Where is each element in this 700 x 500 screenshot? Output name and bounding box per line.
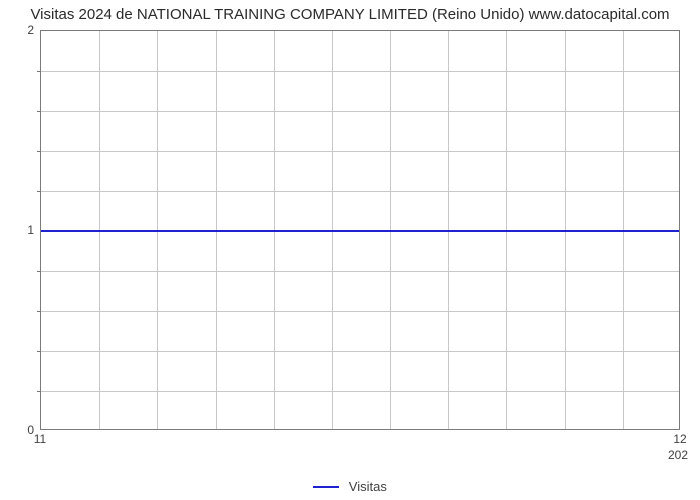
chart-title: Visitas 2024 de NATIONAL TRAINING COMPAN…: [0, 6, 700, 23]
gridline-horizontal: [41, 271, 679, 272]
y-minor-tick: [37, 351, 41, 352]
legend: Visitas: [0, 478, 700, 494]
gridline-horizontal: [41, 71, 679, 72]
gridline-horizontal: [41, 391, 679, 392]
x-tick-label-right: 12: [673, 432, 686, 446]
y-minor-tick: [37, 271, 41, 272]
x-lower-right-label: 202: [668, 448, 688, 462]
y-tick-label: 2: [0, 23, 34, 37]
y-minor-tick: [37, 391, 41, 392]
gridline-horizontal: [41, 151, 679, 152]
plot-area: [40, 30, 680, 430]
gridline-horizontal: [41, 191, 679, 192]
y-tick-label: 0: [0, 423, 34, 437]
chart-container: Visitas 2024 de NATIONAL TRAINING COMPAN…: [0, 0, 700, 500]
gridline-horizontal: [41, 311, 679, 312]
series-line-visitas: [41, 230, 679, 232]
legend-label: Visitas: [349, 479, 387, 494]
y-minor-tick: [37, 111, 41, 112]
y-tick-label: 1: [0, 223, 34, 237]
legend-swatch: [313, 486, 339, 488]
y-minor-tick: [37, 191, 41, 192]
gridline-horizontal: [41, 111, 679, 112]
y-minor-tick: [37, 311, 41, 312]
y-minor-tick: [37, 151, 41, 152]
x-tick-label-left: 11: [34, 432, 46, 446]
gridline-horizontal: [41, 351, 679, 352]
y-minor-tick: [37, 71, 41, 72]
